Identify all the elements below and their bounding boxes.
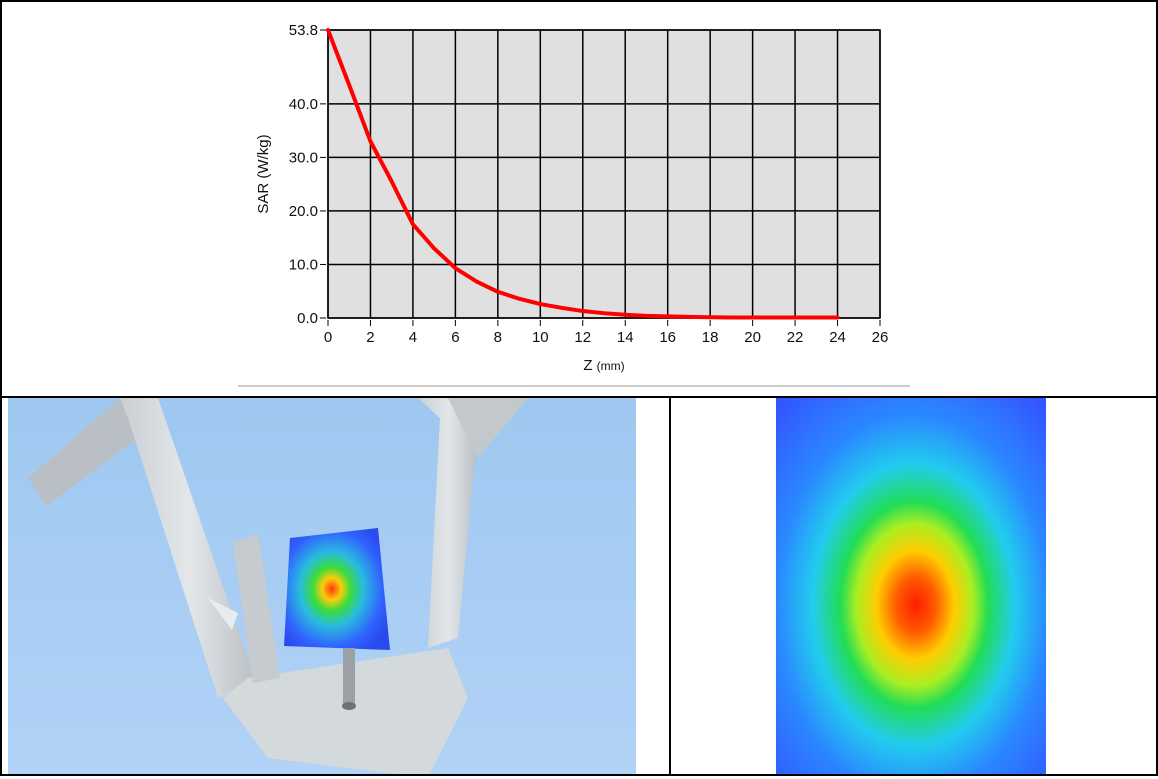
x-tick-label: 24 [829,329,846,346]
heat-map-2d [776,398,1046,774]
x-tick-label: 16 [659,329,676,346]
y-tick-label: 30.0 [289,149,318,166]
table-border-right [1156,0,1158,776]
x-tick-label: 2 [366,329,374,346]
x-tick-label: 26 [872,329,889,346]
x-tick-label: 10 [532,329,549,346]
y-axis-label: SAR (W/kg) [255,134,272,213]
x-tick-label: 20 [744,329,761,346]
scan-3d-view-image [8,398,636,778]
table-border-top [0,0,1158,2]
x-axis-label: Z (mm) [583,357,624,374]
x-tick-label: 18 [702,329,719,346]
sar-z-chart: 0 2 4 6 8 10 12 14 16 18 20 22 24 26 0.0 10.0 20.0 30.0 40… [2,2,1156,396]
y-tick-label: 0.0 [297,310,318,327]
y-tick-label: 20.0 [289,203,318,220]
x-tick-label: 8 [494,329,502,346]
x-tick-label: 22 [787,329,804,346]
chart-svg: 0 2 4 6 8 10 12 14 16 18 20 22 24 260.010.020.030.040… [238,22,910,387]
table-col-divider [669,397,671,775]
x-tick-label: 12 [574,329,591,346]
table-row-divider [0,396,1158,398]
sar-series-line [326,28,840,320]
table-border-left [0,0,2,776]
x-tick-label: 14 [617,329,634,346]
sar-heat-map-image [776,398,1046,774]
x-tick-label: 6 [451,329,459,346]
plot-frame [327,29,881,319]
x-tick-label: 0 [324,329,332,346]
table-border-bottom [0,774,1158,776]
plot-area [328,30,880,318]
y-tick-label: 53.8 [289,22,318,39]
y-tick-label: 40.0 [289,96,318,113]
y-tick-label: 10.0 [289,256,318,273]
phantom-3d-scene [8,398,636,778]
x-tick-label: 4 [409,329,417,346]
